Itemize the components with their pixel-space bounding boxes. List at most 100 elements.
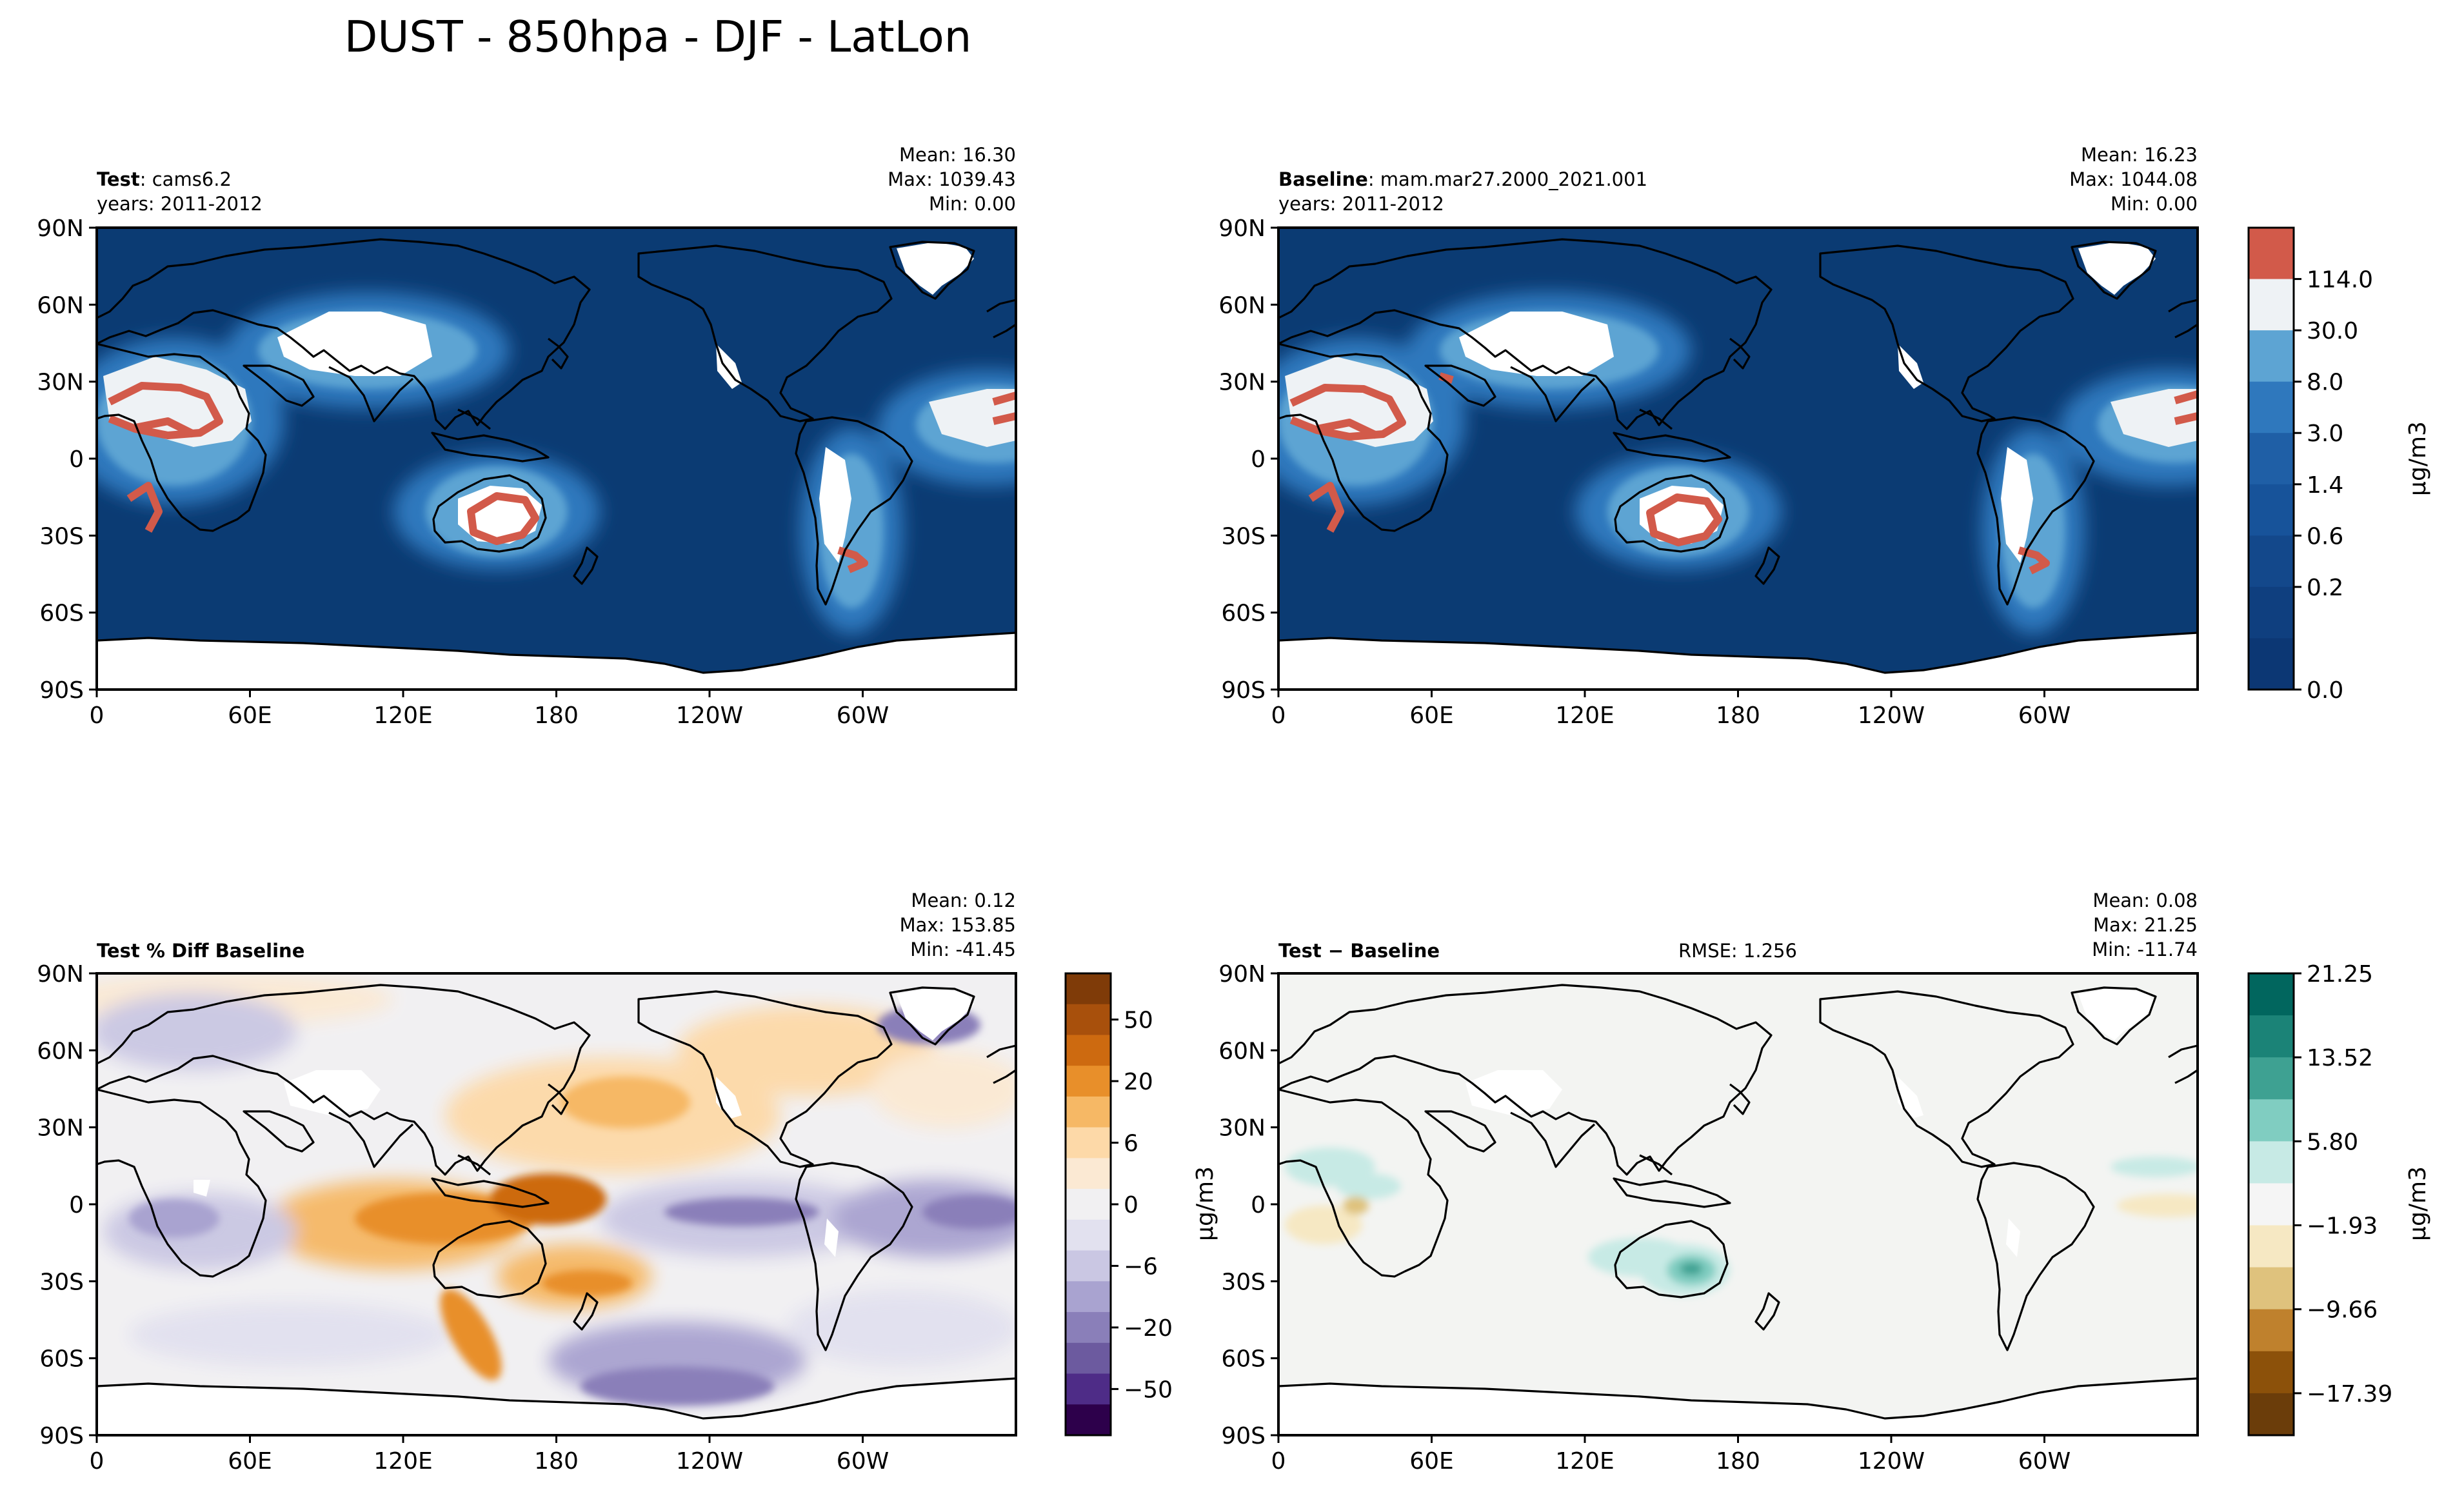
lat-tick-label: 90S [39, 677, 84, 704]
panel-pctdiff-min: Min: -41.45 [910, 939, 1016, 960]
lat-tick-label: 30N [37, 1115, 84, 1142]
colorbar-segment [1066, 1219, 1111, 1251]
colorbar-tick-label: −6 [1124, 1253, 1158, 1280]
lon-tick-label: 0 [90, 702, 104, 729]
panel-test-mean: Mean: 16.30 [899, 144, 1016, 166]
colorbar-pctdiff: 50 20 6 0 −6 −20 −50 [1064, 972, 1173, 1436]
lon-tick-label: 120E [373, 1448, 432, 1475]
panel-test: Test: cams6.2 years: 2011-2012 Mean: 16.… [95, 144, 1017, 691]
colorbar-segment [2249, 484, 2294, 536]
panel-baseline-years: years: 2011-2012 [1278, 193, 1444, 215]
lon-tick-label: 180 [1716, 1448, 1760, 1475]
lon-tick-label: 180 [534, 1448, 579, 1475]
colorbar-tick-label: −9.66 [2307, 1297, 2378, 1324]
panel-diff: Test − Baseline RMSE: 1.256 Mean: 0.08 M… [1277, 890, 2199, 1436]
panel-pctdiff-title: Test % Diff Baseline [97, 940, 304, 962]
lat-tick-label: 30S [1221, 523, 1266, 550]
lat-tick-label: 90N [1218, 961, 1266, 988]
colorbar-segment [2249, 1393, 2294, 1436]
lon-tick-label: 120W [676, 1448, 743, 1475]
lon-tick-label: 0 [90, 1448, 104, 1475]
colorbar-tick-label: 21.25 [2307, 961, 2373, 988]
panel-baseline-title-bold: Baseline [1278, 168, 1368, 190]
colorbar-segment [1066, 1035, 1111, 1066]
lat-tick-label: 0 [1251, 446, 1266, 473]
colorbar-segment [1066, 1312, 1111, 1344]
panel-test-title-bold: Test [97, 168, 140, 190]
colorbar-frame [2247, 972, 2295, 1436]
colorbar-segment [2249, 330, 2294, 383]
lat-tick-label: 0 [69, 1192, 84, 1218]
lat-tick-label: 90S [1221, 677, 1266, 704]
colorbar-tick-label: 20 [1124, 1069, 1153, 1095]
lat-tick-label: 0 [1251, 1192, 1266, 1218]
lat-tick-label: 90N [1218, 215, 1266, 242]
colorbar-diff-label: μg/m3 [2405, 1166, 2431, 1241]
colorbar-tick-label: 5.80 [2307, 1129, 2358, 1155]
panel-baseline-min: Min: 0.00 [2111, 193, 2198, 215]
lon-tick-label: 60W [837, 1448, 889, 1475]
lon-tick-label: 60E [1409, 702, 1454, 729]
lon-tick-label: 60W [2018, 1448, 2071, 1475]
colorbar-segment [1066, 1004, 1111, 1036]
lon-tick-label: 180 [534, 702, 579, 729]
panel-diff-rmse: RMSE: 1.256 [1678, 940, 1797, 962]
lon-tick-label: 60E [228, 1448, 272, 1475]
colorbar-tick-label: 0.2 [2307, 575, 2343, 601]
lon-tick-label: 60E [1409, 1448, 1454, 1475]
panel-test-min: Min: 0.00 [929, 193, 1016, 215]
lat-tick-label: 60S [39, 601, 84, 627]
colorbar-diff: 21.25 13.52 5.80 −1.93 −9.66 −17.39 [2247, 961, 2392, 1436]
lat-tick-label: 90N [37, 215, 84, 242]
colorbar-segment [2249, 1141, 2294, 1184]
colorbar-segment [1066, 1066, 1111, 1097]
panel-baseline-field [1278, 228, 2198, 690]
colorbar-tick-label: 0 [1124, 1192, 1138, 1218]
colorbar-segment [2249, 1015, 2294, 1058]
panel-diff-title: Test − Baseline [1278, 940, 1440, 962]
lon-tick-label: 180 [1716, 702, 1760, 729]
colorbar-segment [2249, 228, 2294, 280]
lon-tick-label: 0 [1271, 1448, 1286, 1475]
lon-tick-label: 120E [1555, 1448, 1614, 1475]
colorbar-segment [1066, 1281, 1111, 1313]
panel-test-years: years: 2011-2012 [97, 193, 263, 215]
colorbar-tick-label: −17.39 [2307, 1381, 2392, 1407]
lon-tick-label: 120W [676, 702, 743, 729]
panel-pctdiff: Test % Diff Baseline Mean: 0.12 Max: 153… [95, 890, 1017, 1436]
colorbar-segment [1066, 1189, 1111, 1220]
lon-tick-label: 0 [1271, 702, 1286, 729]
lat-tick-label: 60S [1221, 601, 1266, 627]
lat-tick-label: 30S [39, 523, 84, 550]
colorbar-segment [1066, 1250, 1111, 1282]
lat-tick-label: 60N [37, 292, 84, 319]
colorbar-segment [2249, 1183, 2294, 1226]
lat-tick-label: 30N [1218, 370, 1266, 396]
colorbar-tick-label: 1.4 [2307, 472, 2343, 499]
colorbar-segment [1066, 1158, 1111, 1189]
lon-tick-label: 60W [2018, 702, 2071, 729]
colorbar-segment [2249, 1267, 2294, 1310]
lat-tick-label: 90S [1221, 1423, 1266, 1449]
lon-tick-label: 60W [837, 702, 889, 729]
panel-baseline-max: Max: 1044.08 [2069, 168, 2198, 190]
lat-tick-label: 60N [37, 1038, 84, 1064]
panel-pctdiff-max: Max: 153.85 [900, 914, 1016, 936]
colorbar-tick-label: 13.52 [2307, 1045, 2373, 1071]
panel-baseline-title: Baseline: mam.mar27.2000_2021.001 [1278, 168, 1647, 190]
panel-diff-mean: Mean: 0.08 [2092, 890, 2198, 911]
colorbar-tick-label: 30.0 [2307, 318, 2358, 344]
colorbar-tick-label: −50 [1124, 1377, 1173, 1403]
lon-tick-label: 60E [228, 702, 272, 729]
colorbar-segment [1066, 1373, 1111, 1405]
lat-tick-label: 30N [1218, 1115, 1266, 1142]
panel-test-max: Max: 1039.43 [888, 168, 1016, 190]
side-unit-label: μg/m3 [1192, 1166, 1218, 1241]
lat-tick-label: 0 [69, 446, 84, 473]
panel-pctdiff-mean: Mean: 0.12 [911, 890, 1016, 911]
panel-baseline-title-rest: : mam.mar27.2000_2021.001 [1368, 168, 1647, 190]
panel-pctdiff-field [97, 973, 1016, 1435]
colorbar-tick-label: 0.6 [2307, 523, 2343, 550]
